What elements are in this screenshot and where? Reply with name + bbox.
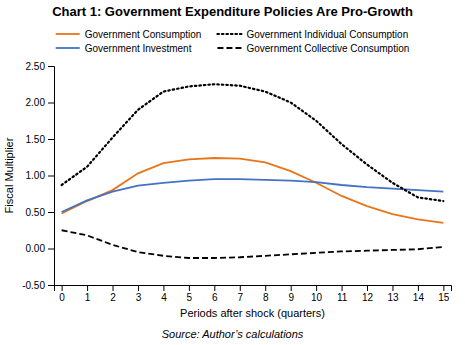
legend-label: Government Individual Consumption <box>246 29 408 40</box>
x-tick-mark <box>163 285 164 291</box>
x-tick: 5 <box>187 285 193 303</box>
x-tick-mark <box>392 285 393 291</box>
series-line <box>62 230 444 258</box>
legend: Government Consumption Government Investm… <box>56 29 410 54</box>
y-tick-label: 2.50 <box>26 61 46 72</box>
x-tick-label: 3 <box>136 292 142 303</box>
x-tick-label: 12 <box>362 292 374 303</box>
x-tick-label: 10 <box>311 292 323 303</box>
y-tick-mark <box>48 249 54 250</box>
x-tick-label: 9 <box>288 292 294 303</box>
y-axis: -0.50 0.00 0.50 1.00 1.50 2.00 2.50 <box>22 61 54 291</box>
y-axis-line <box>48 67 55 286</box>
x-tick: 1 <box>85 285 91 303</box>
y-tick: 1.00 <box>26 170 54 181</box>
x-tick-mark <box>342 285 343 291</box>
x-tick-mark <box>138 285 139 291</box>
y-tick: 0.50 <box>26 207 54 218</box>
plot: 0123456789101112131415-0.500.000.501.001… <box>22 61 451 303</box>
x-tick: 2 <box>110 285 116 303</box>
x-tick: 9 <box>288 285 294 303</box>
series-line <box>62 158 444 223</box>
y-tick-label: 0.50 <box>26 207 46 218</box>
x-axis: 0123456789101112131415 <box>55 285 452 303</box>
legend-item: Government Individual Consumption <box>217 29 408 40</box>
y-tick-mark <box>48 139 54 140</box>
legend-swatch <box>217 47 241 49</box>
series-line <box>62 84 444 201</box>
x-tick-mark <box>265 285 266 291</box>
x-tick-mark <box>113 285 114 291</box>
legend-label: Government Investment <box>85 43 192 54</box>
x-tick-label: 7 <box>237 292 243 303</box>
x-tick: 6 <box>212 285 218 303</box>
x-tick-label: 14 <box>413 292 425 303</box>
y-tick-label: -0.50 <box>22 280 45 291</box>
x-tick-label: 8 <box>263 292 269 303</box>
legend-item: Government Investment <box>56 43 192 54</box>
x-tick-mark <box>62 285 63 291</box>
legend-item: Government Collective Consumption <box>217 43 409 54</box>
legend-swatch <box>56 47 80 49</box>
x-tick-mark <box>291 285 292 291</box>
x-tick-mark <box>367 285 368 291</box>
x-tick-mark <box>240 285 241 291</box>
y-tick: 1.50 <box>26 134 54 145</box>
x-tick-mark <box>189 285 190 291</box>
series-line <box>62 179 444 212</box>
x-tick: 3 <box>136 285 142 303</box>
legend-label: Government Consumption <box>85 29 202 40</box>
x-tick-label: 4 <box>161 292 167 303</box>
x-tick: 12 <box>362 285 374 303</box>
x-tick: 14 <box>413 285 425 303</box>
y-tick-label: 2.00 <box>26 97 46 108</box>
y-tick: -0.50 <box>22 280 54 291</box>
legend-item: Government Consumption <box>56 29 202 40</box>
y-tick-label: 0.00 <box>26 243 46 254</box>
chart: Chart 1: Government Expenditure Policies… <box>0 0 465 345</box>
legend-swatch <box>217 33 241 35</box>
x-axis-line <box>55 286 452 292</box>
title: Chart 1: Government Expenditure Policies… <box>52 4 413 19</box>
x-axis-title: Periods after shock (quarters) <box>180 307 325 319</box>
x-tick-label: 5 <box>187 292 193 303</box>
lines <box>62 84 444 258</box>
x-tick: 11 <box>337 285 348 303</box>
x-tick: 10 <box>311 285 323 303</box>
y-tick: 2.50 <box>26 61 54 72</box>
y-tick-mark <box>48 285 54 286</box>
legend-label: Government Collective Consumption <box>246 43 409 54</box>
y-tick-mark <box>48 176 54 177</box>
annotation: Source: Author’s calculations <box>162 328 304 340</box>
y-axis-title: Fiscal Multiplier <box>3 137 15 213</box>
x-tick: 15 <box>438 285 450 303</box>
x-tick-mark <box>443 285 444 291</box>
x-tick-mark <box>214 285 215 291</box>
x-tick: 7 <box>237 285 243 303</box>
y-tick-mark <box>48 212 54 213</box>
x-tick: 0 <box>59 285 65 303</box>
y-tick: 0.00 <box>26 243 54 254</box>
x-tick-mark <box>316 285 317 291</box>
x-tick-label: 6 <box>212 292 218 303</box>
y-tick: 2.00 <box>26 97 54 108</box>
x-tick-label: 11 <box>337 292 348 303</box>
x-tick-label: 13 <box>387 292 399 303</box>
x-tick-mark <box>418 285 419 291</box>
y-tick-mark <box>48 103 54 104</box>
y-tick-label: 1.00 <box>26 170 46 181</box>
y-tick-mark <box>48 66 54 67</box>
x-tick-label: 2 <box>110 292 116 303</box>
x-tick: 8 <box>263 285 269 303</box>
x-tick-label: 0 <box>59 292 65 303</box>
y-tick-label: 1.50 <box>26 134 46 145</box>
x-tick-label: 15 <box>438 292 450 303</box>
legend-swatch <box>56 33 80 35</box>
x-tick-label: 1 <box>85 292 91 303</box>
x-tick: 4 <box>161 285 167 303</box>
x-tick: 13 <box>387 285 399 303</box>
x-tick-mark <box>87 285 88 291</box>
